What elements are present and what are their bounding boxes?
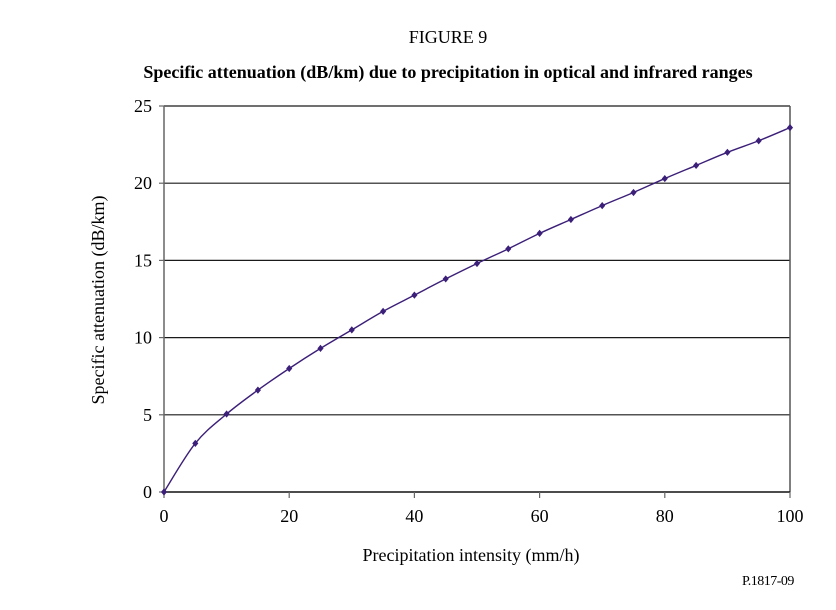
y-tick-label: 15 bbox=[134, 250, 152, 270]
data-point-25 bbox=[317, 344, 324, 353]
x-axis-label: Precipitation intensity (mm/h) bbox=[363, 545, 580, 566]
figure-title: Specific attenuation (dB/km) due to prec… bbox=[143, 62, 753, 82]
y-tick-label: 20 bbox=[134, 173, 152, 193]
figure-number: FIGURE 9 bbox=[408, 27, 488, 47]
x-tick-label: 80 bbox=[656, 506, 674, 526]
data-point-85 bbox=[693, 161, 700, 170]
y-ticks: 0 5 10 15 20 25 bbox=[134, 96, 164, 502]
x-tick-label: 60 bbox=[531, 506, 549, 526]
data-point-35 bbox=[380, 307, 387, 315]
data-point-100 bbox=[786, 124, 794, 132]
x-tick-label: 20 bbox=[280, 506, 298, 526]
data-point-50 bbox=[473, 259, 481, 268]
y-tick-label: 10 bbox=[134, 328, 152, 348]
data-point-15 bbox=[254, 386, 261, 394]
data-point-30 bbox=[348, 326, 355, 334]
figure-id: P.1817-09 bbox=[742, 574, 794, 589]
data-point-90 bbox=[724, 148, 731, 156]
x-ticks: 0 20 40 60 80 100 bbox=[160, 492, 804, 526]
data-point-40 bbox=[411, 291, 418, 299]
data-point-80 bbox=[661, 174, 668, 183]
axes bbox=[163, 106, 791, 493]
data-point-5 bbox=[192, 439, 199, 447]
y-tick-label: 5 bbox=[143, 405, 152, 425]
x-tick-label: 0 bbox=[160, 506, 169, 526]
x-tick-label: 40 bbox=[405, 506, 423, 526]
data-point-65 bbox=[567, 215, 574, 224]
data-point-0 bbox=[160, 488, 168, 496]
series-line bbox=[163, 126, 791, 493]
y-tick-label: 0 bbox=[143, 482, 152, 502]
data-point-55 bbox=[505, 245, 512, 253]
data-point-75 bbox=[630, 188, 637, 197]
data-point-60 bbox=[536, 229, 543, 237]
data-point-20 bbox=[286, 364, 293, 373]
series-group bbox=[160, 124, 794, 496]
y-tick-label: 25 bbox=[134, 96, 152, 116]
x-tick-label: 100 bbox=[777, 506, 804, 526]
y-axis-label: Specific attenuation (dB/km) bbox=[88, 196, 109, 405]
data-point-45 bbox=[442, 275, 449, 283]
data-point-10 bbox=[223, 410, 230, 418]
data-point-70 bbox=[599, 201, 606, 210]
data-point-95 bbox=[755, 137, 762, 145]
